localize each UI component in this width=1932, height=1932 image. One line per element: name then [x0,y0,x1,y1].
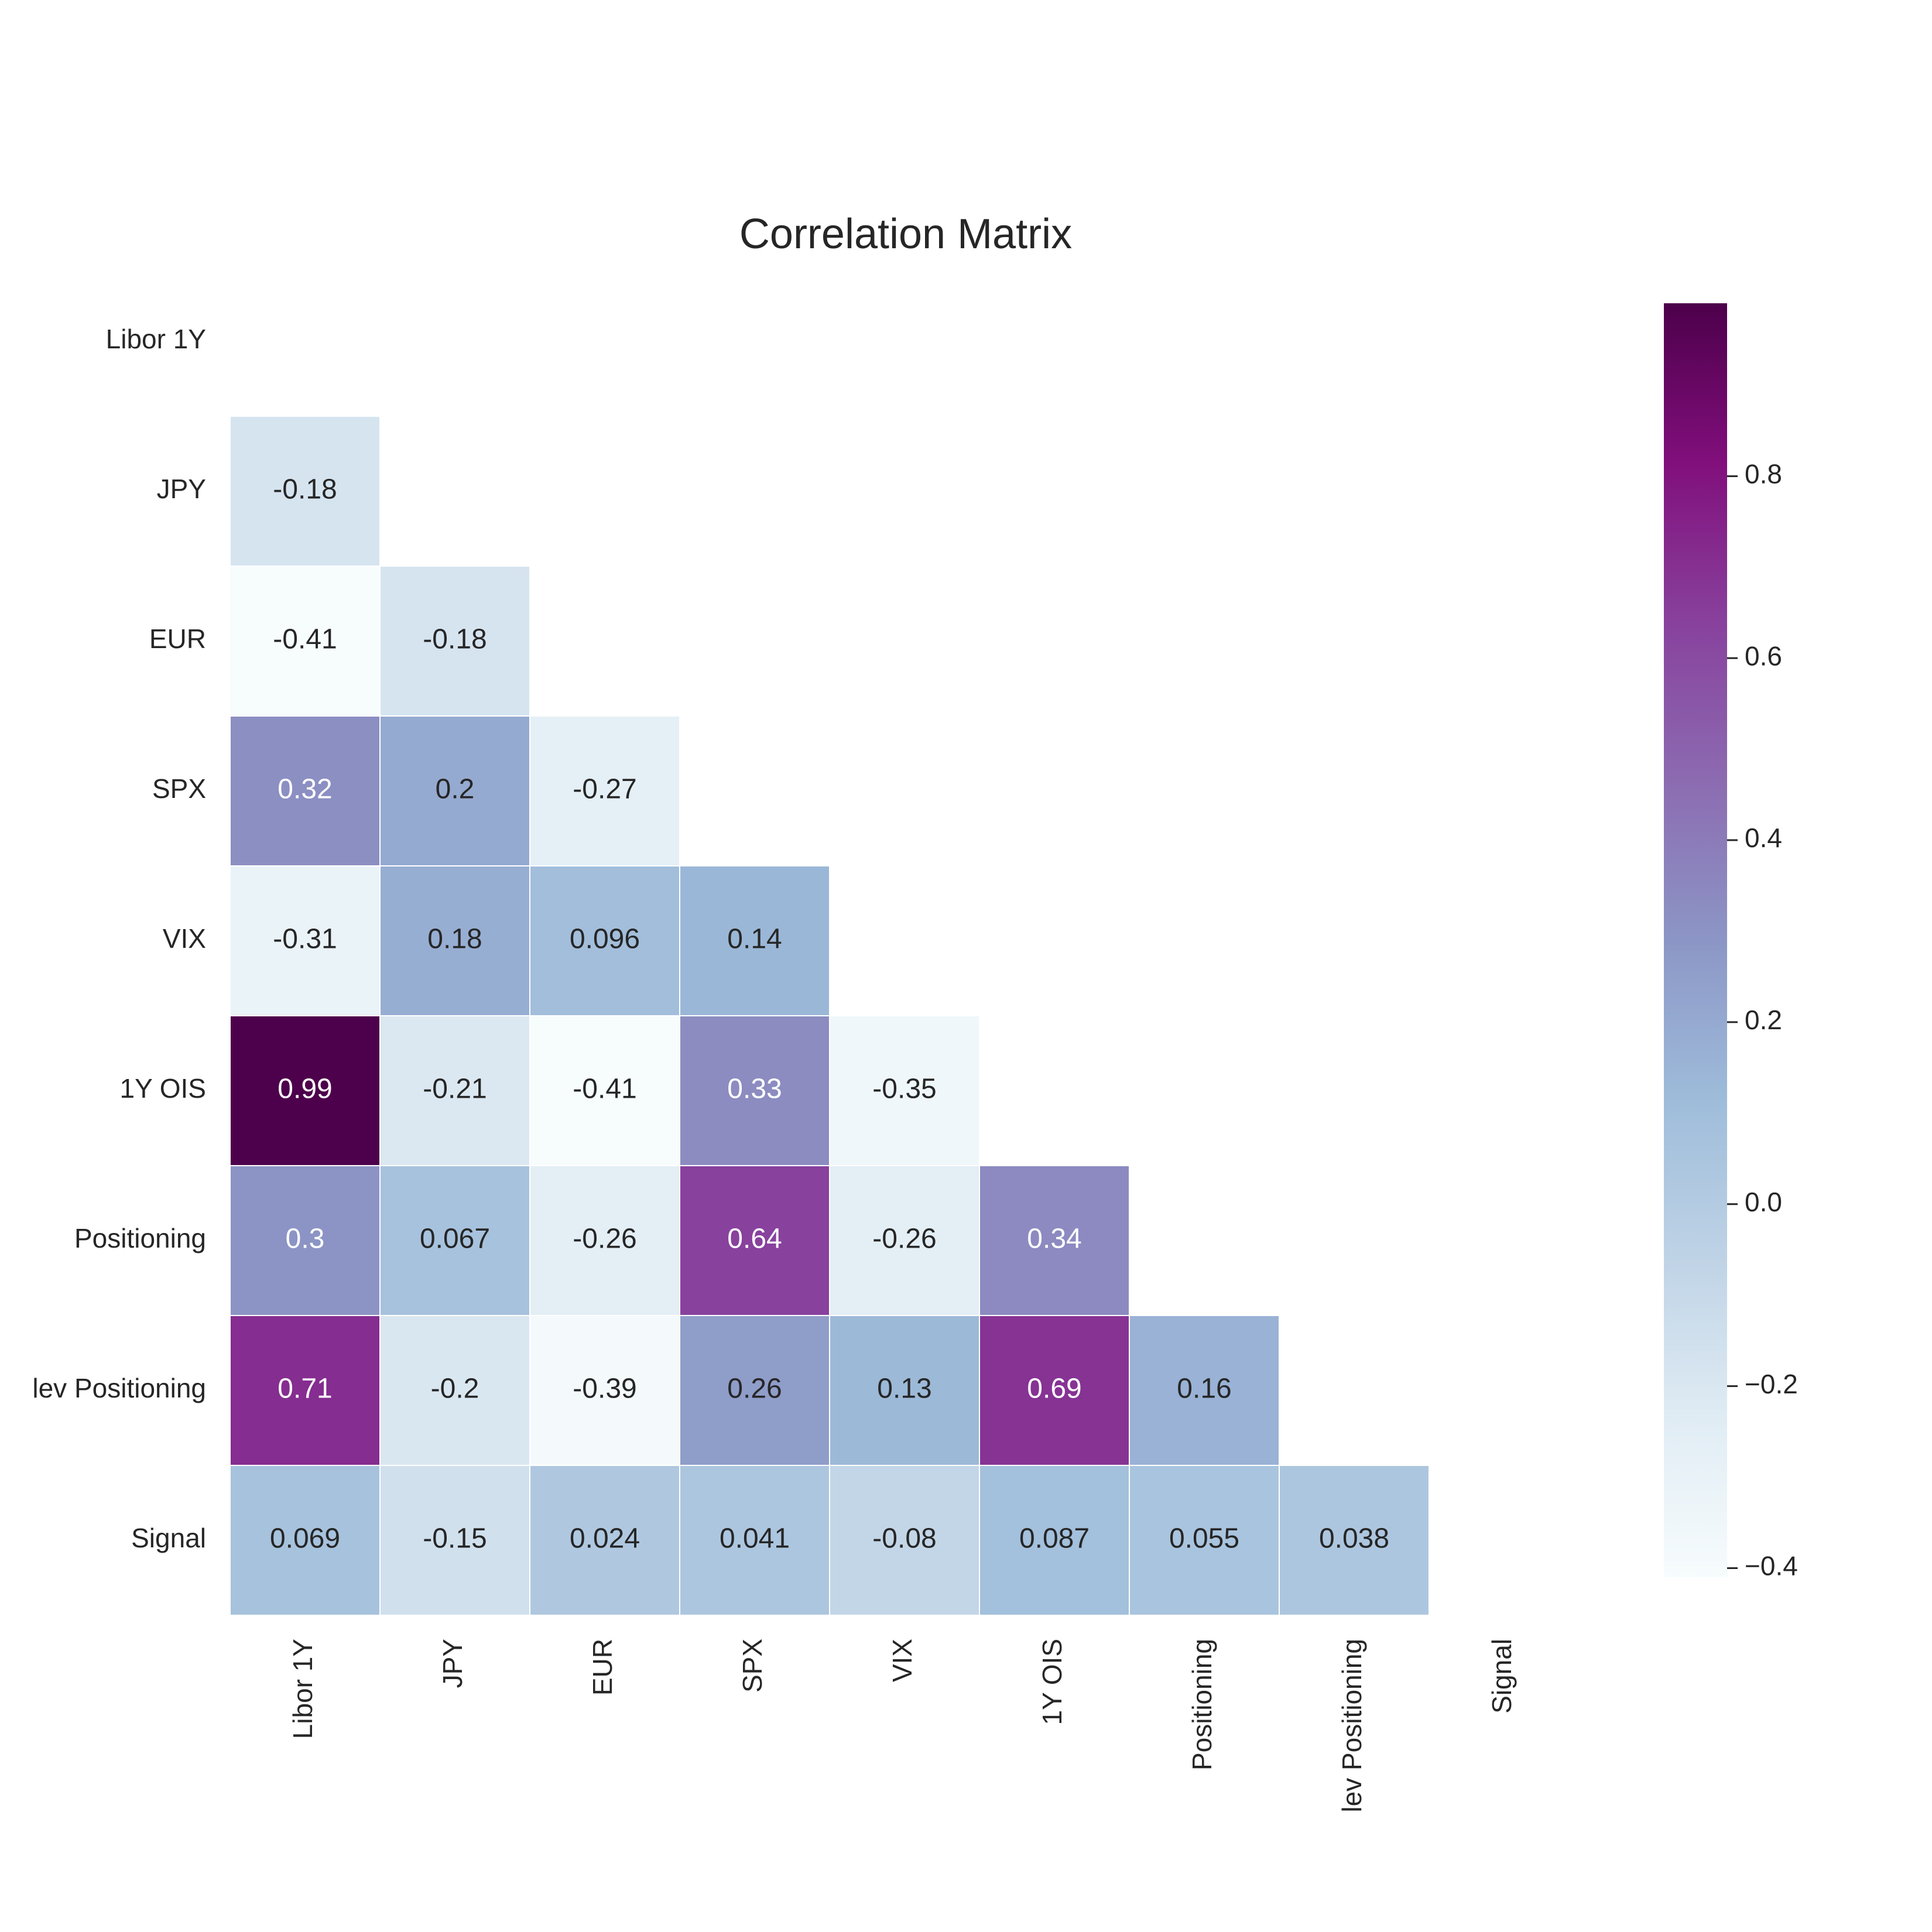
heatmap-cell [379,865,530,1016]
colorbar-tick-label: 0.4 [1745,823,1782,853]
y-tick-label: EUR [149,624,206,654]
heatmap-cell [229,715,381,866]
x-tick-label: EUR [587,1639,618,1695]
colorbar-tick-label: −0.2 [1745,1369,1798,1399]
cell-value-label: 0.18 [427,924,482,955]
cell-value-label: -0.15 [423,1523,487,1554]
cell-value-label: 0.069 [270,1523,340,1554]
heatmap-cell [529,1465,680,1616]
cell-value-label: 0.14 [727,924,782,955]
heatmap-cell [979,1165,1130,1316]
colorbar-tick-label: 0.6 [1745,640,1782,671]
heatmap-cell [529,1015,680,1166]
heatmap-cell [529,1165,680,1316]
heatmap-cell [379,1315,530,1466]
heatmap-cell [229,1315,381,1466]
x-tick-label: Signal [1486,1639,1517,1714]
heatmap-cell [379,1165,530,1316]
cell-value-label: -0.18 [273,474,337,505]
colorbar-tick-label: 0.0 [1745,1187,1782,1217]
cell-value-label: 0.087 [1019,1523,1090,1554]
cell-value-label: -0.26 [573,1224,636,1255]
y-tick-label: JPY [157,474,206,504]
cell-value-label: 0.71 [278,1373,332,1405]
colorbar-ticks: 0.8 0.6 0.4 0.2 0.0 −0.2 −0.4 [1727,458,1798,1581]
cell-value-label: 0.038 [1319,1523,1389,1554]
heatmap-cell [229,1165,381,1316]
colorbar: 0.8 0.6 0.4 0.2 0.0 −0.2 −0.4 [1664,303,1798,1581]
cell-value-label: 0.067 [420,1224,490,1255]
x-tick-label: VIX [887,1639,917,1682]
heatmap-cell [229,566,381,717]
y-tick-label: Positioning [74,1223,206,1253]
heatmap-cell [229,416,381,567]
heatmap-cell [529,715,680,866]
cell-value-label: -0.35 [872,1074,936,1105]
cell-value-label: 0.2 [436,774,475,805]
y-tick-label: lev Positioning [32,1373,206,1403]
y-axis-labels: Libor 1Y JPY EUR SPX VIX 1Y OIS Positioning lev… [32,324,206,1553]
cell-value-label: 0.3 [286,1224,325,1255]
y-tick-label: Signal [131,1523,206,1553]
cell-value-label: -0.2 [431,1373,479,1405]
heatmap-cell [379,1015,530,1166]
x-tick-label: JPY [437,1639,468,1688]
heatmap-cell [379,566,530,717]
cell-value-label: 0.055 [1169,1523,1239,1554]
heatmap-cell [679,1165,830,1316]
heatmap-cell [679,1015,830,1166]
heatmap-cell [1279,1465,1430,1616]
cell-value-label: -0.27 [573,774,636,805]
cell-value-label: 0.13 [877,1373,931,1405]
heatmap-cell [679,1315,830,1466]
x-tick-label: lev Positioning [1337,1639,1367,1813]
cell-value-label: 0.096 [570,924,640,955]
x-tick-label: 1Y OIS [1037,1639,1067,1725]
colorbar-tick-label: −0.4 [1745,1551,1798,1581]
cell-value-label: 0.34 [1027,1224,1081,1255]
heatmap-cell [829,1015,980,1166]
x-tick-label: SPX [737,1639,768,1693]
colorbar-tick-label: 0.8 [1745,458,1782,489]
heatmap-cells: -0.18 -0.41 -0.18 0.32 0.2 -0.27 -0.31 0.18 0.09… [229,416,1430,1616]
cell-value-label: 0.33 [727,1074,782,1105]
cell-value-label: -0.18 [423,624,487,655]
heatmap-cell [829,1165,980,1316]
heatmap-cell [979,1465,1130,1616]
x-tick-label: Positioning [1187,1639,1217,1770]
cell-value-label: 0.26 [727,1373,782,1405]
heatmap-cell [1129,1465,1280,1616]
heatmap-cell [679,865,830,1016]
cell-value-label: -0.41 [573,1074,636,1105]
cell-value-label: 0.99 [278,1074,332,1105]
cell-value-label: -0.31 [273,924,337,955]
cell-value-label: 0.041 [720,1523,790,1554]
y-tick-label: VIX [163,923,206,954]
heatmap-cell [979,1315,1130,1466]
y-tick-label: 1Y OIS [120,1073,206,1104]
x-tick-label: Libor 1Y [287,1639,318,1739]
cell-value-label: -0.21 [423,1074,487,1105]
cell-value-label: -0.26 [872,1224,936,1255]
cell-value-label: 0.024 [570,1523,640,1554]
cell-value-label: 0.32 [278,774,332,805]
cell-value-label: -0.39 [573,1373,636,1405]
cell-value-label: 0.16 [1177,1373,1231,1405]
cell-value-label: -0.41 [273,624,337,655]
heatmap-cell [379,715,530,866]
y-tick-label: SPX [152,773,206,804]
colorbar-gradient [1664,303,1727,1577]
cell-value-label: 0.64 [727,1224,782,1255]
x-axis-labels: Libor 1Y JPY EUR SPX VIX 1Y OIS Positioning lev… [287,1639,1517,1813]
chart-title: Correlation Matrix [739,211,1072,258]
heatmap-cell [1129,1315,1280,1466]
cell-value-label: -0.08 [872,1523,936,1554]
colorbar-tick-label: 0.2 [1745,1005,1782,1035]
heatmap-cell [229,1465,381,1616]
cell-value-label: 0.69 [1027,1373,1081,1405]
y-tick-label: Libor 1Y [106,324,206,354]
